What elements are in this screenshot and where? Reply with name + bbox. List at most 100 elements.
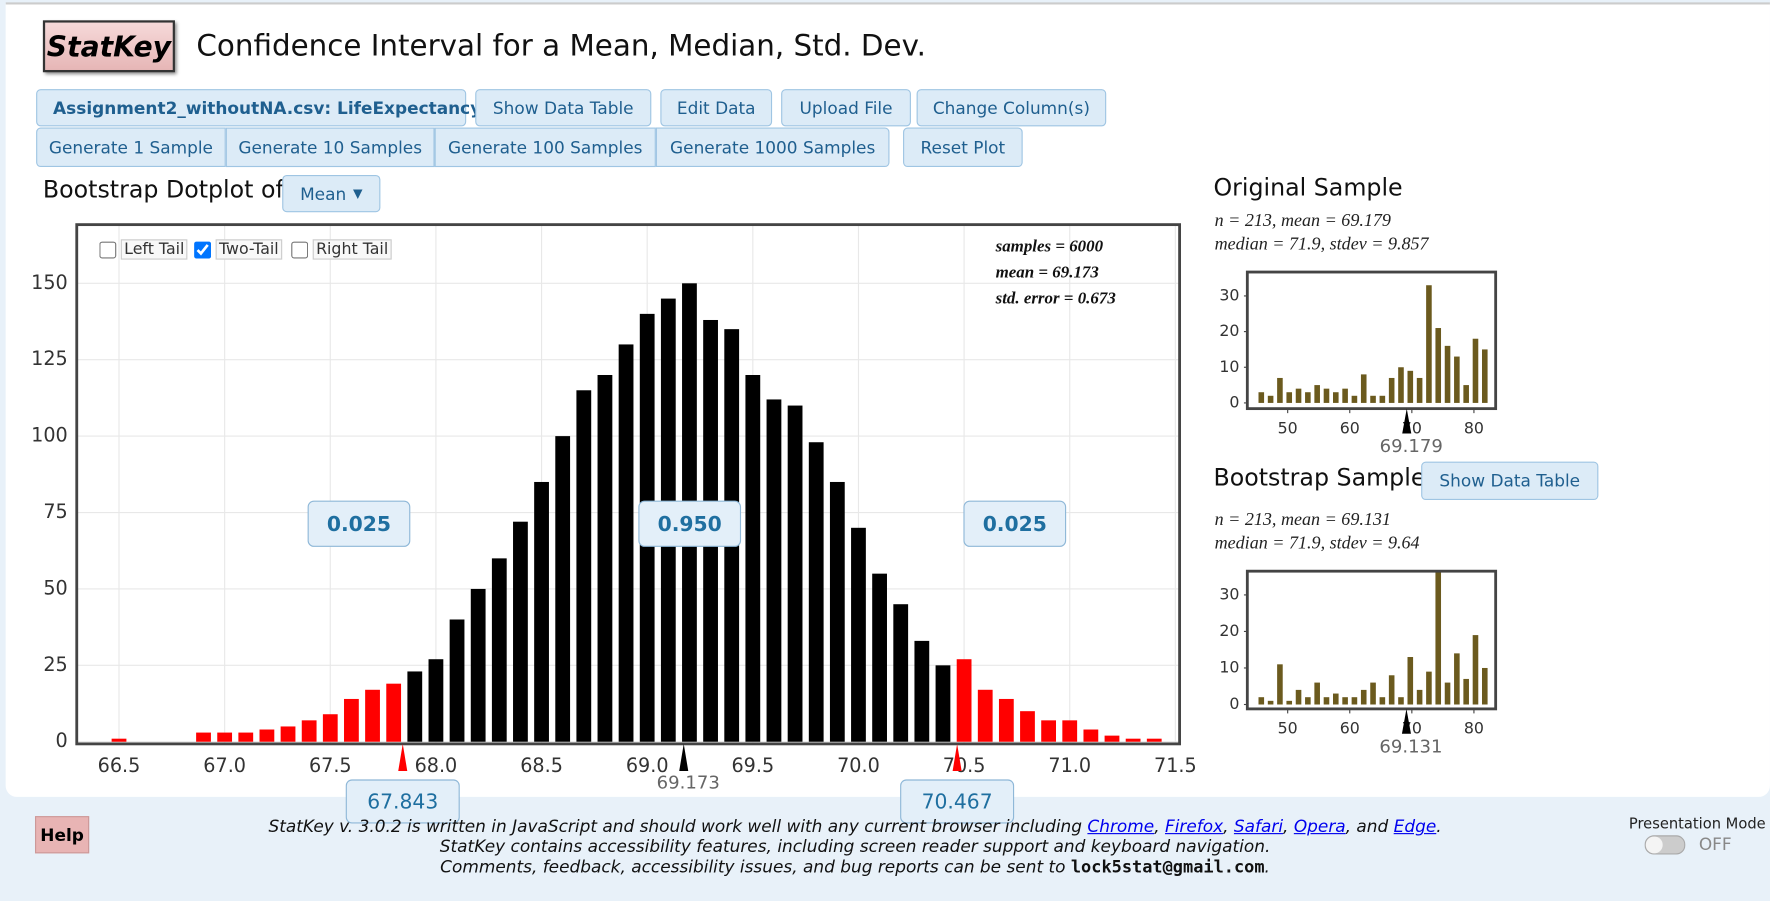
histogram-bar — [1295, 388, 1302, 403]
histogram-bar — [1277, 377, 1283, 403]
histogram-bar — [1463, 678, 1469, 705]
dot-column — [597, 374, 613, 742]
footer-text: . — [1436, 816, 1442, 837]
histogram-bar — [1407, 657, 1414, 705]
x-tick-label: 50 — [1278, 418, 1298, 437]
histogram-bar — [1258, 697, 1265, 705]
help-button[interactable]: Help — [34, 816, 90, 854]
histogram-bar — [1370, 395, 1376, 403]
statistic-label: Mean — [300, 183, 347, 204]
histogram-bar — [1342, 697, 1348, 705]
button[interactable]: Generate 10 Samples — [225, 127, 435, 168]
histogram-bar — [1454, 356, 1460, 403]
x-tick-label: 50 — [1278, 719, 1298, 738]
tail-option[interactable]: Two-Tail — [194, 239, 283, 260]
histogram-bar — [1295, 689, 1302, 705]
button[interactable]: Edit Data — [660, 89, 773, 127]
browser-link[interactable]: Opera — [1293, 816, 1346, 837]
button[interactable]: Generate 1 Sample — [36, 127, 226, 168]
histogram-bar — [1472, 338, 1479, 403]
y-tick-label: 10 — [1219, 657, 1239, 676]
button[interactable]: Generate 1000 Samples — [655, 127, 890, 168]
browser-link[interactable]: Safari — [1233, 816, 1284, 837]
dot-column — [914, 640, 930, 742]
tail-option[interactable]: Left Tail — [99, 239, 188, 260]
x-tick-label: 69.5 — [731, 754, 774, 777]
page-title: Confidence Interval for a Mean, Median, … — [196, 29, 927, 64]
footer-text: StatKey v. 3.0.2 is written in JavaScrip… — [268, 816, 1088, 837]
histogram-bar — [1360, 374, 1367, 403]
logo[interactable]: StatKey — [42, 20, 175, 73]
original-stat: median = 71.9, stdev = 9.857 — [1214, 234, 1429, 254]
footer-text: Comments, feedback, accessibility issues… — [440, 856, 1071, 878]
x-tick-label: 80 — [1464, 418, 1484, 437]
dot-column — [1146, 738, 1162, 742]
y-tick-label: 25 — [43, 653, 67, 676]
histogram-bar — [1426, 285, 1432, 403]
y-tick-label: 0 — [56, 729, 68, 752]
tail-label: Left Tail — [120, 239, 188, 260]
tail-checkbox[interactable] — [194, 240, 212, 258]
browser-link[interactable]: Chrome — [1087, 816, 1155, 837]
toggle-switch[interactable] — [1644, 835, 1686, 855]
button[interactable]: Generate 100 Samples — [434, 127, 656, 168]
tail-checkbox[interactable] — [99, 240, 117, 258]
x-tick-label: 80 — [1464, 719, 1484, 738]
proportion-box — [638, 500, 742, 547]
x-tick-label: 70.5 — [943, 754, 986, 777]
histogram-bar — [1463, 385, 1469, 403]
x-tick-label: 60 — [1340, 719, 1360, 738]
email[interactable]: lock5stat@gmail.com — [1070, 856, 1265, 878]
dot-column — [956, 659, 972, 742]
ci-box — [900, 779, 1015, 824]
histogram-bar — [1267, 700, 1274, 705]
tail-checkbox[interactable] — [291, 240, 309, 258]
proportion-label: 0.950 — [658, 512, 722, 536]
plot-frame — [75, 223, 1182, 746]
original-stat: n = 213, mean = 69.179 — [1214, 211, 1391, 231]
toggle-state: OFF — [1698, 834, 1732, 855]
plot-frame — [1245, 569, 1498, 711]
histogram-bar — [1388, 377, 1395, 403]
histogram-bar — [1333, 693, 1339, 705]
statistic-dropdown[interactable]: Mean ▼ — [282, 174, 381, 213]
plot-frame — [1245, 270, 1498, 411]
histogram-bar — [1323, 388, 1330, 403]
histogram-bar — [1435, 328, 1442, 403]
button[interactable]: Show Data Table — [475, 89, 652, 127]
dot-column — [808, 442, 824, 742]
histogram-bar — [1314, 385, 1320, 403]
bootstrap-stat: median = 71.9, stdev = 9.64 — [1214, 533, 1420, 554]
dot-column — [1041, 720, 1057, 742]
browser-link[interactable]: Edge — [1393, 816, 1437, 837]
dot-column — [1125, 738, 1141, 742]
mean-marker — [1402, 408, 1412, 434]
histogram-bar — [1360, 689, 1367, 705]
tail-option[interactable]: Right Tail — [291, 239, 392, 260]
histogram-bar — [1286, 392, 1293, 403]
mean-label: 69.179 — [1380, 436, 1443, 457]
dot-column — [534, 481, 549, 742]
dot-column — [555, 436, 571, 742]
button[interactable]: Upload File — [781, 89, 911, 127]
browser-link[interactable]: Firefox — [1164, 816, 1224, 837]
histogram-bar — [1277, 664, 1283, 705]
dot-column — [111, 738, 127, 742]
histogram-bar — [1398, 367, 1404, 403]
proportion-label: 0.025 — [327, 512, 391, 536]
dataset-dropdown[interactable]: Assignment2_withoutNA.csv: LifeExpectanc… — [36, 89, 500, 127]
button[interactable]: Reset Plot — [903, 127, 1023, 168]
x-tick-label: 71.0 — [1048, 754, 1091, 777]
button[interactable]: Change Column(s) — [916, 89, 1107, 127]
button[interactable]: Show Data Table — [1421, 461, 1599, 501]
mean-marker — [1401, 708, 1411, 734]
dot-column — [470, 588, 486, 742]
footer-text: , — [1154, 816, 1165, 837]
y-tick-label: 10 — [1219, 357, 1239, 376]
histogram-bar — [1388, 675, 1395, 705]
mean-label: 69.131 — [1379, 736, 1442, 757]
histogram-bar — [1482, 667, 1488, 705]
dot-column — [1104, 735, 1120, 742]
x-tick-label: 67.0 — [203, 754, 246, 777]
y-tick-label: 0 — [1229, 694, 1239, 713]
